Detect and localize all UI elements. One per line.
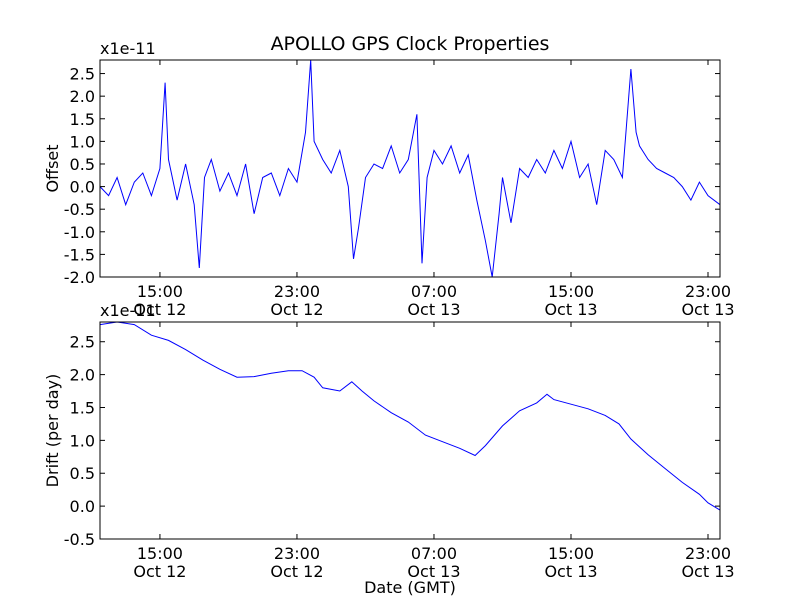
y-tick-label: -0.5 — [64, 200, 95, 219]
plot-frame-1 — [99, 59, 721, 278]
y-tick-label: -2.0 — [64, 268, 95, 287]
chart-title: APOLLO GPS Clock Properties — [271, 33, 550, 55]
y-tick-label: 0.5 — [70, 464, 95, 483]
x-tick-label-date: Oct 13 — [407, 562, 460, 581]
y-tick-label: 0.0 — [70, 178, 95, 197]
x-tick-label-time: 07:00 — [411, 544, 457, 563]
y-tick-label: 0.5 — [70, 155, 95, 174]
y-tick-label: -1.5 — [64, 245, 95, 264]
y-multiplier-label: x1e-11 — [100, 39, 156, 58]
x-tick-label-time: 23:00 — [685, 544, 731, 563]
y-tick-label: 2.0 — [70, 366, 95, 385]
y-tick-label: -1.0 — [64, 223, 95, 242]
x-tick-label-date: Oct 13 — [544, 300, 597, 319]
x-axis-label: Date (GMT) — [364, 578, 456, 597]
y-tick-label: -0.5 — [64, 530, 95, 549]
y-tick-label: 1.5 — [70, 398, 95, 417]
x-tick-label-time: 23:00 — [685, 282, 731, 301]
series-line-2-1 — [99, 321, 721, 511]
x-tick-label-date: Oct 13 — [681, 562, 734, 581]
x-tick-label-date: Oct 12 — [133, 300, 186, 319]
y-tick-label: 0.0 — [70, 497, 95, 516]
y-multiplier-label: x1e-11 — [100, 301, 156, 320]
x-tick-label-date: Oct 13 — [544, 562, 597, 581]
y-tick-label: 2.5 — [70, 333, 95, 352]
y-tick-label: 1.5 — [70, 110, 95, 129]
x-tick-label-time: 15:00 — [548, 282, 594, 301]
y-tick-label: 2.0 — [70, 87, 95, 106]
x-tick-label-time: 23:00 — [274, 544, 320, 563]
x-tick-label-date: Oct 13 — [681, 300, 734, 319]
x-tick-label-time: 23:00 — [274, 282, 320, 301]
y-axis-label: Offset — [43, 144, 62, 192]
x-tick-label-time: 15:00 — [137, 282, 183, 301]
y-axis-label: Drift (per day) — [43, 374, 62, 488]
x-tick-label-time: 15:00 — [548, 544, 594, 563]
x-tick-label-date: Oct 12 — [133, 562, 186, 581]
y-tick-label: 1.0 — [70, 431, 95, 450]
x-tick-label-date: Oct 12 — [270, 562, 323, 581]
y-tick-label: 2.5 — [70, 65, 95, 84]
plot-frame-2 — [99, 321, 721, 540]
y-tick-label: 1.0 — [70, 132, 95, 151]
x-tick-label-date: Oct 12 — [270, 300, 323, 319]
series-line-1-1 — [99, 59, 721, 278]
x-tick-label-time: 15:00 — [137, 544, 183, 563]
x-tick-label-time: 07:00 — [411, 282, 457, 301]
x-tick-label-date: Oct 13 — [407, 300, 460, 319]
